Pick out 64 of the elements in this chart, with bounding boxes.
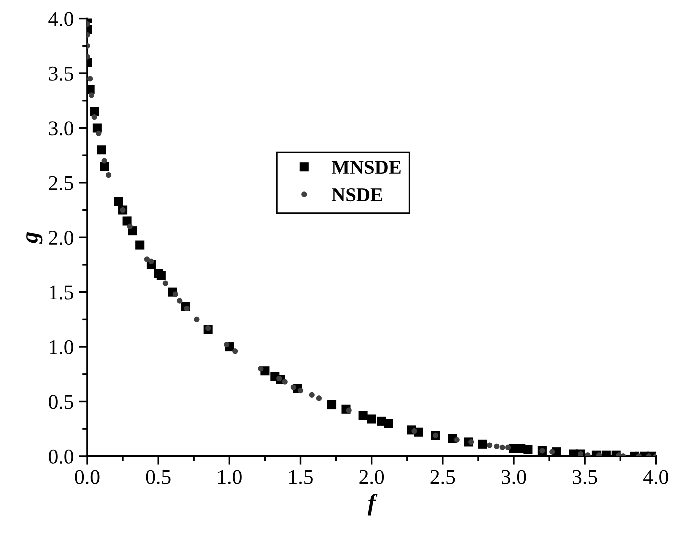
y-tick-label: 1.5 xyxy=(50,286,74,300)
point xyxy=(454,437,460,443)
point xyxy=(92,114,98,120)
point xyxy=(144,256,150,262)
point xyxy=(309,392,315,398)
x-tick-label: 2.5 xyxy=(430,470,456,484)
point xyxy=(384,419,394,428)
point xyxy=(97,146,106,155)
point xyxy=(136,240,145,250)
point xyxy=(367,414,376,424)
point xyxy=(106,172,112,178)
point xyxy=(524,445,533,454)
point xyxy=(258,366,264,372)
point xyxy=(232,348,238,354)
x-tick-label: 1.0 xyxy=(218,470,242,484)
point xyxy=(500,444,506,450)
x-axis-title: f xyxy=(368,494,378,516)
point xyxy=(290,384,296,390)
y-tick-label: 1.0 xyxy=(50,340,74,355)
point xyxy=(506,444,512,450)
point xyxy=(100,162,110,172)
x-tick-label: 3.0 xyxy=(502,470,526,484)
x-tick-label: 0.5 xyxy=(146,470,171,484)
point xyxy=(298,388,304,394)
point xyxy=(550,449,556,455)
point xyxy=(102,158,108,164)
point xyxy=(148,258,154,264)
point xyxy=(194,316,200,322)
point xyxy=(88,92,95,98)
point xyxy=(478,440,488,449)
x-tick-label: 0.0 xyxy=(75,470,100,484)
point xyxy=(88,76,94,82)
point xyxy=(162,280,168,286)
y-tick-label: 2.5 xyxy=(49,176,74,190)
x-tick-label: 1.5 xyxy=(290,470,313,484)
y-tick-label: 3.0 xyxy=(49,122,74,136)
y-axis-title: g xyxy=(26,232,43,244)
point xyxy=(92,124,102,133)
x-tick-label: 4.0 xyxy=(644,470,668,484)
point xyxy=(282,379,288,385)
point xyxy=(316,396,322,402)
point xyxy=(114,197,124,206)
point xyxy=(96,130,102,136)
legend-label: MNSDE xyxy=(332,161,401,174)
point xyxy=(276,376,282,382)
y-tick-label: 2.0 xyxy=(49,230,74,246)
point xyxy=(184,306,190,312)
point xyxy=(494,444,500,450)
legend-label: NSDE xyxy=(332,188,382,202)
x-tick-label: 2.0 xyxy=(360,470,384,484)
point xyxy=(156,271,166,280)
x-tick-label: 3.5 xyxy=(573,470,598,484)
point xyxy=(90,107,100,116)
point xyxy=(487,442,493,448)
point xyxy=(328,400,337,410)
y-tick-label: 0.0 xyxy=(49,450,74,464)
y-tick-label: 3.5 xyxy=(49,66,74,82)
y-tick-label: 0.5 xyxy=(49,395,74,410)
point xyxy=(177,298,183,304)
point xyxy=(127,224,133,230)
y-tick-label: 4.0 xyxy=(48,12,74,26)
point xyxy=(122,216,132,226)
point xyxy=(358,411,368,420)
point xyxy=(468,439,474,446)
